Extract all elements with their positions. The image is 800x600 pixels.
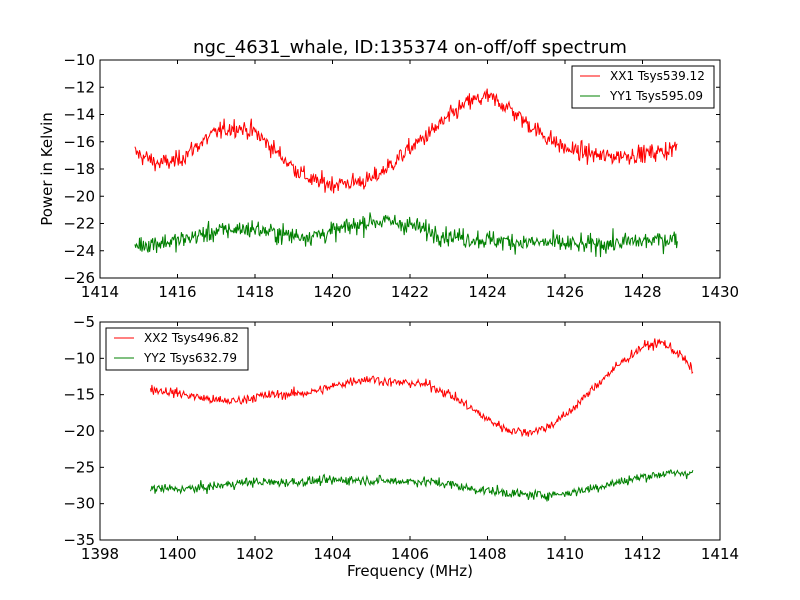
top-ytick-label: −16 bbox=[63, 133, 95, 151]
bottom-xtick-label: 1412 bbox=[623, 545, 661, 563]
top-ytick-label: −24 bbox=[63, 242, 95, 260]
bottom-legend-box bbox=[105, 327, 249, 371]
bottom-xtick-label: 1404 bbox=[313, 545, 351, 563]
bottom-ytick-label: −5 bbox=[73, 313, 95, 331]
top-xtick-label: 1414 bbox=[81, 283, 119, 301]
top-plot: 1414 1416 1418 1420 1422 1424 1426 1428 1430 −10 −… bbox=[38, 51, 739, 301]
bottom-ytick-label: −25 bbox=[63, 458, 95, 476]
bottom-xtick-label: 1400 bbox=[158, 545, 196, 563]
bottom-ytick-label: −35 bbox=[63, 531, 95, 549]
bottom-plot-ticks: 1398 1400 1402 1404 1406 1408 1410 1412 1414 −5 −1… bbox=[63, 313, 739, 563]
bottom-series-line-0 bbox=[149, 338, 694, 438]
legend-label-xx1: XX1 Tsys539.12 bbox=[610, 69, 705, 83]
legend-label-yy1: YY1 Tsys595.09 bbox=[609, 89, 703, 103]
top-ytick-label: −22 bbox=[63, 215, 95, 233]
bottom-plot-series bbox=[149, 338, 694, 502]
bottom-xtick-label: 1410 bbox=[546, 545, 584, 563]
legend-label-xx2: XX2 Tsys496.82 bbox=[144, 331, 239, 345]
bottom-xtick-label: 1406 bbox=[391, 545, 429, 563]
top-xtick-label: 1418 bbox=[236, 283, 274, 301]
legend-label-yy2: YY2 Tsys632.79 bbox=[143, 351, 237, 365]
figure-title: ngc_4631_whale, ID:135374 on-off/off spe… bbox=[193, 37, 627, 58]
bottom-xtick-label: 1414 bbox=[701, 545, 739, 563]
bottom-ytick-label: −30 bbox=[63, 495, 95, 513]
bottom-xtick-label: 1408 bbox=[468, 545, 506, 563]
bottom-xtick-label: 1398 bbox=[81, 545, 119, 563]
bottom-series-line-1 bbox=[149, 469, 694, 502]
bottom-ytick-label: −10 bbox=[63, 349, 95, 367]
top-series-line-1 bbox=[134, 212, 678, 258]
top-ytick-label: −10 bbox=[63, 51, 95, 69]
top-xtick-label: 1430 bbox=[701, 283, 739, 301]
top-xtick-label: 1422 bbox=[391, 283, 429, 301]
top-ytick-label: −12 bbox=[63, 78, 95, 96]
top-xtick-label: 1426 bbox=[546, 283, 584, 301]
top-xtick-label: 1424 bbox=[468, 283, 506, 301]
top-plot-ticks: 1414 1416 1418 1420 1422 1424 1426 1428 1430 −10 −… bbox=[63, 51, 739, 301]
top-plot-legend: XX1 Tsys539.12 YY1 Tsys595.09 bbox=[571, 65, 715, 109]
bottom-xtick-label: 1402 bbox=[236, 545, 274, 563]
top-ytick-label: −20 bbox=[63, 187, 95, 205]
top-plot-series bbox=[134, 88, 678, 258]
bottom-ytick-label: −20 bbox=[63, 422, 95, 440]
bottom-plot-xlabel: Frequency (MHz) bbox=[347, 562, 473, 580]
top-legend-box bbox=[571, 65, 715, 109]
bottom-ytick-label: −15 bbox=[63, 386, 95, 404]
top-series-line-0 bbox=[134, 88, 678, 194]
top-xtick-label: 1428 bbox=[623, 283, 661, 301]
top-ytick-label: −14 bbox=[63, 106, 95, 124]
top-ytick-label: −18 bbox=[63, 160, 95, 178]
top-plot-ylabel: Power in Kelvin bbox=[38, 112, 56, 226]
top-ytick-label: −26 bbox=[63, 269, 95, 287]
bottom-plot: 1398 1400 1402 1404 1406 1408 1410 1412 1414 −5 −1… bbox=[63, 313, 739, 580]
bottom-plot-legend: XX2 Tsys496.82 YY2 Tsys632.79 bbox=[105, 327, 249, 371]
top-xtick-label: 1416 bbox=[158, 283, 196, 301]
top-xtick-label: 1420 bbox=[313, 283, 351, 301]
